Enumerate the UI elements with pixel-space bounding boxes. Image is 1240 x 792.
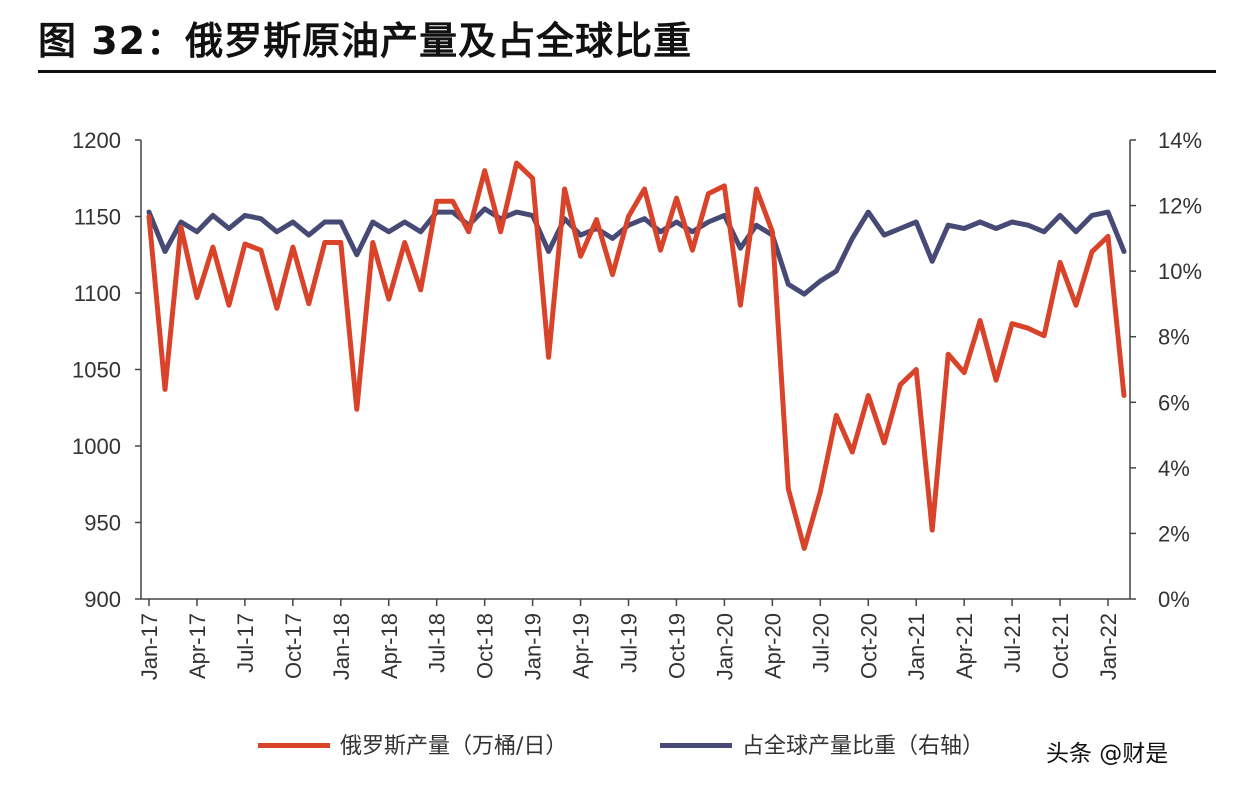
right-tick-label: 6% bbox=[1158, 390, 1190, 415]
line-chart: 900 950 1000 1050 1100 1150 1200 0% 2% 4% 6% 8% 10% 1… bbox=[72, 128, 1202, 680]
x-tick-label: Apr-17 bbox=[185, 613, 210, 679]
watermark-text: 头条 @财是 bbox=[1046, 741, 1169, 767]
x-tick-label: Jan-17 bbox=[137, 613, 162, 680]
chart-axes: 900 950 1000 1050 1100 1150 1200 0% 2% 4% 6% 8% 10% 1… bbox=[72, 128, 1202, 680]
x-tick-label: Apr-21 bbox=[952, 613, 977, 679]
legend-swatch-production bbox=[258, 742, 330, 748]
right-tick-label: 0% bbox=[1158, 587, 1190, 612]
legend-label-production: 俄罗斯产量（万桶/日） bbox=[340, 734, 568, 759]
x-tick-label: Apr-19 bbox=[569, 613, 594, 679]
x-tick-label: Jul-20 bbox=[808, 613, 833, 673]
x-tick-label: Jul-21 bbox=[1000, 613, 1025, 673]
x-tick-label: Apr-18 bbox=[377, 613, 402, 679]
x-tick-label: Oct-17 bbox=[281, 613, 306, 679]
chart-series bbox=[146, 160, 1127, 551]
legend-item-production: 俄罗斯产量（万桶/日） bbox=[258, 728, 567, 760]
x-tick-label: Jul-18 bbox=[425, 613, 450, 673]
right-tick-label: 14% bbox=[1158, 128, 1202, 153]
left-tick-label: 1200 bbox=[72, 128, 121, 153]
left-tick-label: 1000 bbox=[72, 434, 121, 459]
left-tick-label: 1150 bbox=[74, 205, 121, 230]
left-tick-label: 950 bbox=[84, 511, 121, 536]
right-tick-label: 8% bbox=[1158, 325, 1190, 350]
right-tick-label: 2% bbox=[1158, 521, 1190, 546]
left-tick-label: 1100 bbox=[74, 281, 121, 306]
legend-swatch-share bbox=[660, 742, 732, 748]
left-tick-label: 900 bbox=[84, 587, 121, 612]
right-tick-label: 4% bbox=[1158, 456, 1190, 481]
x-tick-label: Oct-20 bbox=[856, 613, 881, 679]
title-underline bbox=[38, 70, 1216, 73]
right-tick-label: 10% bbox=[1158, 259, 1202, 284]
x-tick-label: Jul-17 bbox=[233, 613, 258, 673]
series-line-production bbox=[146, 160, 1127, 551]
legend-item-share: 占全球产量比重（右轴） bbox=[660, 728, 984, 760]
left-tick-label: 1050 bbox=[72, 358, 121, 383]
x-tick-label: Jan-22 bbox=[1096, 613, 1121, 680]
x-tick-label: Jan-18 bbox=[329, 613, 354, 680]
x-tick-label: Oct-19 bbox=[664, 613, 689, 679]
right-tick-label: 12% bbox=[1158, 194, 1202, 219]
chart-title: 图 32：俄罗斯原油产量及占全球比重 bbox=[38, 19, 693, 63]
x-tick-label: Jan-20 bbox=[712, 613, 737, 680]
x-tick-label: Apr-20 bbox=[760, 613, 785, 679]
legend-label-share: 占全球产量比重（右轴） bbox=[742, 734, 985, 759]
series-line-share bbox=[146, 206, 1127, 297]
x-tick-label: Jan-21 bbox=[904, 613, 929, 680]
x-tick-label: Oct-21 bbox=[1048, 613, 1073, 679]
x-tick-label: Jan-19 bbox=[521, 613, 546, 680]
x-tick-label: Oct-18 bbox=[473, 613, 498, 679]
x-tick-label: Jul-19 bbox=[617, 613, 642, 673]
